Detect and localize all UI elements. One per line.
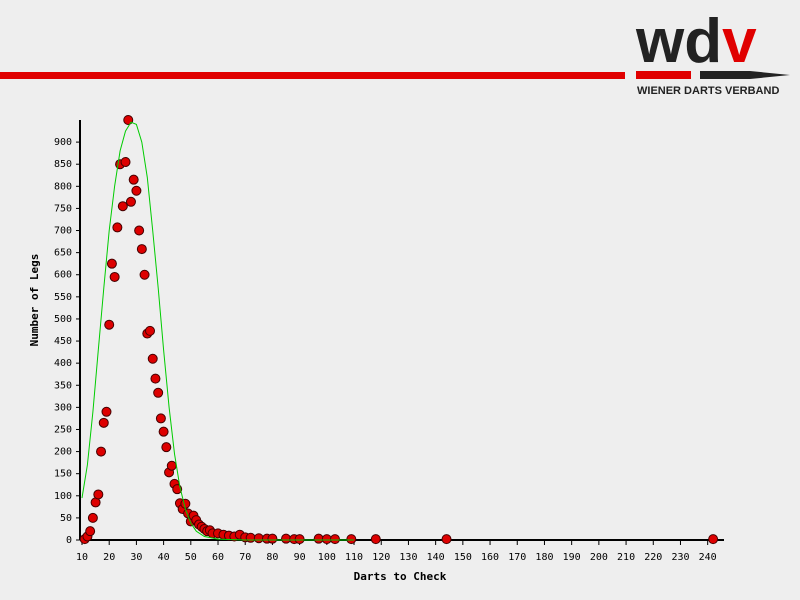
point (85, 526, 96, 537)
logo-dart (700, 71, 750, 79)
logo-accent: v (722, 7, 757, 76)
y-tick-label: 200 (54, 447, 72, 458)
point (150, 373, 161, 384)
point (267, 533, 278, 544)
point (101, 406, 112, 417)
x-tick-label: 130 (399, 552, 417, 563)
point (96, 446, 107, 457)
point (321, 534, 332, 545)
y-tick-label: 800 (54, 181, 72, 192)
x-tick-label: 30 (130, 552, 142, 563)
logo-dart (636, 71, 691, 79)
point (134, 225, 145, 236)
y-tick-label: 350 (54, 380, 72, 391)
x-tick-label: 230 (671, 552, 689, 563)
logo: wdv (635, 7, 757, 76)
y-tick-label: 0 (66, 535, 72, 546)
x-tick-label: 190 (563, 552, 581, 563)
x-tick-label: 150 (454, 552, 472, 563)
x-tick-label: 140 (427, 552, 445, 563)
point (128, 174, 139, 185)
point (329, 534, 340, 545)
point (136, 244, 147, 255)
point (153, 387, 164, 398)
point (180, 498, 191, 509)
x-tick-label: 70 (239, 552, 251, 563)
x-tick-label: 100 (318, 552, 336, 563)
point (166, 460, 177, 471)
header-bar (0, 72, 625, 79)
point (158, 426, 169, 437)
logo-dark: wd (635, 7, 722, 76)
point (253, 533, 264, 544)
y-tick-label: 700 (54, 226, 72, 237)
point (109, 271, 120, 282)
y-tick-label: 400 (54, 358, 72, 369)
y-tick-label: 500 (54, 314, 72, 325)
point (139, 269, 150, 280)
logo-dart-tip (750, 71, 790, 79)
y-axis-label: Number of Legs (28, 254, 41, 347)
x-tick-label: 10 (76, 552, 88, 563)
point (313, 533, 324, 544)
point (441, 534, 452, 545)
point (93, 489, 104, 500)
point (131, 185, 142, 196)
point (112, 222, 123, 233)
y-tick-label: 250 (54, 424, 72, 435)
x-tick-label: 40 (158, 552, 170, 563)
x-tick-label: 50 (185, 552, 197, 563)
point (87, 512, 98, 523)
x-axis-label: Darts to Check (354, 570, 447, 583)
point (123, 115, 134, 125)
point (117, 201, 128, 212)
x-tick-label: 200 (590, 552, 608, 563)
point (155, 413, 166, 424)
point (370, 534, 381, 545)
point (281, 533, 292, 544)
point (106, 258, 117, 269)
y-tick-label: 150 (54, 469, 72, 480)
x-tick-label: 180 (535, 552, 553, 563)
tagline: WIENER DARTS VERBAND (637, 85, 779, 97)
point (104, 319, 115, 330)
y-tick-label: 900 (54, 137, 72, 148)
point (708, 534, 719, 545)
y-tick-label: 50 (60, 513, 72, 524)
point (346, 534, 357, 545)
y-tick-label: 750 (54, 203, 72, 214)
x-tick-label: 20 (103, 552, 115, 563)
point (147, 353, 158, 364)
x-tick-label: 170 (508, 552, 526, 563)
fit-line (81, 121, 354, 541)
y-tick-label: 600 (54, 270, 72, 281)
point (125, 196, 136, 207)
x-tick-label: 210 (617, 552, 635, 563)
x-tick-label: 80 (266, 552, 278, 563)
x-tick-label: 160 (481, 552, 499, 563)
point (161, 442, 172, 453)
y-tick-label: 450 (54, 336, 72, 347)
x-tick-label: 240 (699, 552, 717, 563)
x-tick-label: 110 (345, 552, 363, 563)
point (145, 325, 156, 336)
y-tick-label: 300 (54, 402, 72, 413)
y-tick-label: 850 (54, 159, 72, 170)
x-tick-label: 60 (212, 552, 224, 563)
point (120, 157, 131, 167)
y-tick-label: 100 (54, 491, 72, 502)
x-tick-label: 90 (294, 552, 306, 563)
point (245, 532, 256, 543)
x-tick-label: 120 (372, 552, 390, 563)
point (98, 417, 109, 428)
point (294, 534, 305, 545)
y-tick-label: 550 (54, 292, 72, 303)
x-tick-label: 220 (644, 552, 662, 563)
y-tick-label: 650 (54, 248, 72, 259)
